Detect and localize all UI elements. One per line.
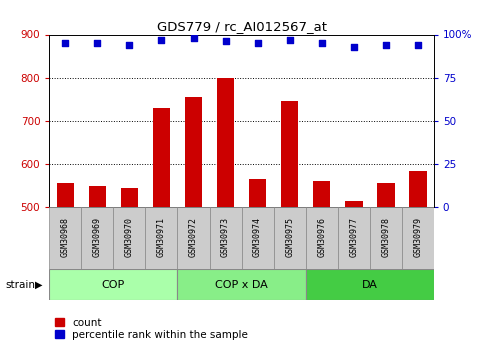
Bar	[306, 207, 338, 269]
Point	[125, 42, 133, 48]
Bar	[377, 183, 394, 207]
Bar	[274, 207, 306, 269]
Text: GSM30978: GSM30978	[381, 217, 390, 257]
Point	[286, 37, 294, 42]
Point	[94, 40, 102, 46]
Bar	[306, 269, 434, 300]
Point	[382, 42, 389, 48]
Bar	[49, 207, 81, 269]
Text: GSM30971: GSM30971	[157, 217, 166, 257]
Bar	[121, 188, 138, 207]
Bar	[210, 207, 242, 269]
Text: GSM30974: GSM30974	[253, 217, 262, 257]
Text: COP x DA: COP x DA	[215, 280, 268, 289]
Bar	[153, 108, 170, 207]
Point	[317, 40, 325, 46]
Point	[189, 35, 197, 41]
Text: GSM30977: GSM30977	[349, 217, 358, 257]
Bar	[281, 101, 298, 207]
Point	[350, 44, 357, 49]
Bar	[145, 207, 177, 269]
Bar	[217, 78, 234, 207]
Bar	[185, 97, 202, 207]
Text: GSM30970: GSM30970	[125, 217, 134, 257]
Point	[221, 39, 229, 44]
Text: COP: COP	[102, 280, 125, 289]
Bar	[345, 200, 362, 207]
Point	[61, 40, 69, 46]
Point	[414, 42, 422, 48]
Point	[253, 40, 261, 46]
Bar	[242, 207, 274, 269]
Text: GSM30972: GSM30972	[189, 217, 198, 257]
Bar	[81, 207, 113, 269]
Text: ▶: ▶	[35, 280, 42, 289]
Bar	[57, 183, 74, 207]
Bar	[402, 207, 434, 269]
Title: GDS779 / rc_AI012567_at: GDS779 / rc_AI012567_at	[157, 20, 326, 33]
Text: GSM30969: GSM30969	[93, 217, 102, 257]
Bar	[89, 186, 106, 207]
Text: strain: strain	[5, 280, 35, 289]
Point	[157, 37, 165, 42]
Bar	[177, 207, 210, 269]
Text: GSM30973: GSM30973	[221, 217, 230, 257]
Text: GSM30976: GSM30976	[317, 217, 326, 257]
Bar	[249, 179, 266, 207]
Text: GSM30979: GSM30979	[413, 217, 423, 257]
Bar	[177, 269, 306, 300]
Bar	[370, 207, 402, 269]
Text: DA: DA	[362, 280, 378, 289]
Text: GSM30975: GSM30975	[285, 217, 294, 257]
Text: GSM30968: GSM30968	[61, 217, 70, 257]
Legend: count, percentile rank within the sample: count, percentile rank within the sample	[55, 318, 248, 340]
Bar	[49, 269, 177, 300]
Bar	[313, 181, 330, 207]
Bar	[338, 207, 370, 269]
Bar	[113, 207, 145, 269]
Bar	[409, 171, 426, 207]
